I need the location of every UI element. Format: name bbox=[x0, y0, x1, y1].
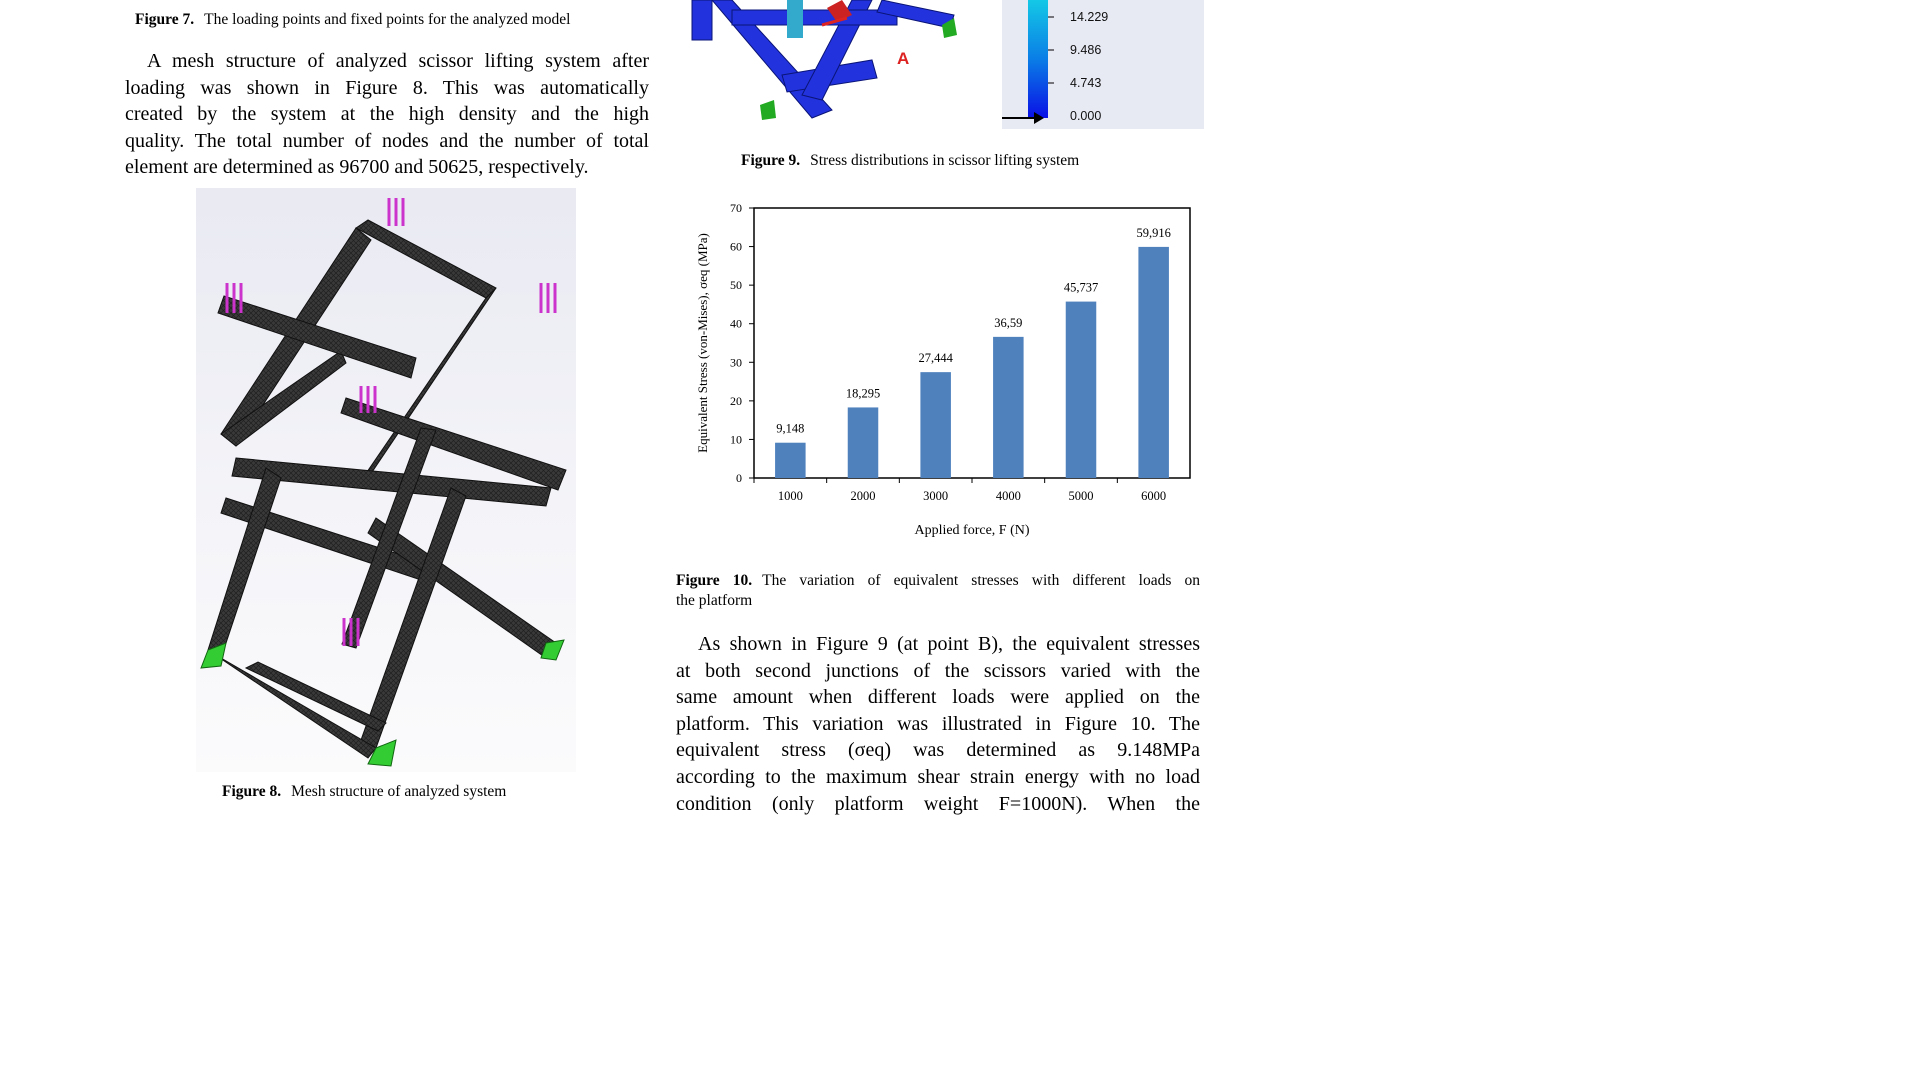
y-tick-label: 0 bbox=[736, 471, 742, 485]
point-a-label: A bbox=[897, 49, 909, 68]
bar bbox=[920, 372, 951, 478]
bar bbox=[1138, 246, 1169, 478]
figure8-label: Figure 8. bbox=[222, 783, 282, 800]
figure10-label: Figure 10. bbox=[676, 572, 753, 589]
x-axis-label: Applied force, F (N) bbox=[914, 523, 1029, 538]
figure9-caption: Figure 9. Stress distributions in scissor… bbox=[741, 151, 1079, 171]
legend-value: 14.229 bbox=[1070, 10, 1108, 24]
figure7-label: Figure 7. bbox=[135, 11, 195, 28]
bar bbox=[847, 407, 879, 478]
data-label: 18,295 bbox=[846, 386, 880, 400]
y-tick-label: 40 bbox=[730, 317, 742, 331]
bar bbox=[775, 442, 806, 478]
paragraph-line: according to the maximum shear strain en… bbox=[676, 765, 1200, 788]
paragraph-line: As shown in Figure 9 (at point B), the e… bbox=[698, 633, 1200, 655]
paragraph-line: quality. The total number of nodes and t… bbox=[125, 129, 649, 152]
figure10-text-line1: The variation of equivalent stresses wit… bbox=[762, 572, 1200, 589]
paragraph-line: platform. This variation was illustrated… bbox=[676, 712, 1200, 735]
figure7-text: The loading points and fixed points for … bbox=[204, 11, 571, 28]
figure8-text: Mesh structure of analyzed system bbox=[291, 783, 507, 800]
figure10-text-line2: the platform bbox=[676, 592, 753, 609]
x-tick-label: 5000 bbox=[1069, 489, 1094, 503]
plot-frame bbox=[753, 207, 1191, 479]
data-label: 27,444 bbox=[918, 351, 953, 365]
figure9-text: Stress distributions in scissor lifting … bbox=[810, 152, 1080, 169]
x-tick-label: 2000 bbox=[851, 489, 876, 503]
x-tick-label: 4000 bbox=[996, 489, 1021, 503]
y-tick-label: 60 bbox=[730, 240, 742, 254]
legend-value: 0.000 bbox=[1070, 109, 1101, 123]
stress-bar-chart: 0 10 20 30 40 50 60 70 9,148 1000 18,295 2000 27,444… bbox=[688, 198, 1208, 548]
y-tick-label: 20 bbox=[730, 394, 742, 408]
stress-distribution-drawing: A 14.229 9.486 4.743 0.000 bbox=[672, 0, 1204, 129]
x-tick-label: 6000 bbox=[1141, 489, 1166, 503]
paragraph-line: same amount when different loads were ap… bbox=[676, 686, 1200, 709]
paragraph-line: at both second junctions of the scissors… bbox=[676, 659, 1200, 682]
bar bbox=[1065, 301, 1097, 478]
figure8-caption: Figure 8. Mesh structure of analyzed syst… bbox=[222, 782, 506, 802]
figure7-caption: Figure 7. The loading points and fixed po… bbox=[135, 10, 570, 30]
x-tick-label: 1000 bbox=[778, 489, 803, 503]
paragraph-line: A mesh structure of analyzed scissor lif… bbox=[147, 50, 649, 72]
bar bbox=[993, 336, 1024, 478]
x-tick-label: 3000 bbox=[923, 489, 948, 503]
data-label: 36,59 bbox=[994, 316, 1022, 330]
legend-value: 4.743 bbox=[1070, 76, 1101, 90]
paragraph-line: equivalent stress (σeq) was determined a… bbox=[676, 739, 1200, 762]
left-paragraph: A mesh structure of analyzed scissor lif… bbox=[125, 48, 649, 181]
stress-distribution-figure: A 14.229 9.486 4.743 0.000 bbox=[672, 0, 1204, 129]
y-tick-label: 30 bbox=[730, 355, 742, 369]
scissor-mesh-drawing bbox=[200, 198, 567, 767]
chart-svg: 0 10 20 30 40 50 60 70 9,148 1000 18,295 2000 27,444… bbox=[695, 201, 1191, 538]
figure10-caption: Figure 10. The variation of equivalent st… bbox=[676, 571, 1200, 611]
paragraph-line: condition (only platform weight F=1000N)… bbox=[676, 792, 1200, 815]
right-paragraph: As shown in Figure 9 (at point B), the e… bbox=[676, 631, 1200, 817]
y-tick-label: 10 bbox=[730, 432, 742, 446]
y-tick-label: 50 bbox=[730, 278, 742, 292]
y-axis-label: Equivalent Stress (von-Mises), σeq (MPa) bbox=[695, 233, 710, 453]
y-tick-label: 70 bbox=[730, 201, 742, 215]
paragraph-line: created by the system at the high densit… bbox=[125, 103, 649, 126]
legend-value: 9.486 bbox=[1070, 43, 1101, 57]
data-label: 59,916 bbox=[1136, 226, 1170, 240]
paragraph-line: loading was shown in Figure 8. This was … bbox=[125, 76, 649, 99]
data-label: 45,737 bbox=[1064, 281, 1098, 295]
figure9-label: Figure 9. bbox=[741, 152, 801, 169]
mesh-structure-figure bbox=[196, 188, 576, 772]
data-label: 9,148 bbox=[776, 422, 804, 436]
paragraph-line: element are determined as 96700 and 5062… bbox=[125, 156, 589, 179]
